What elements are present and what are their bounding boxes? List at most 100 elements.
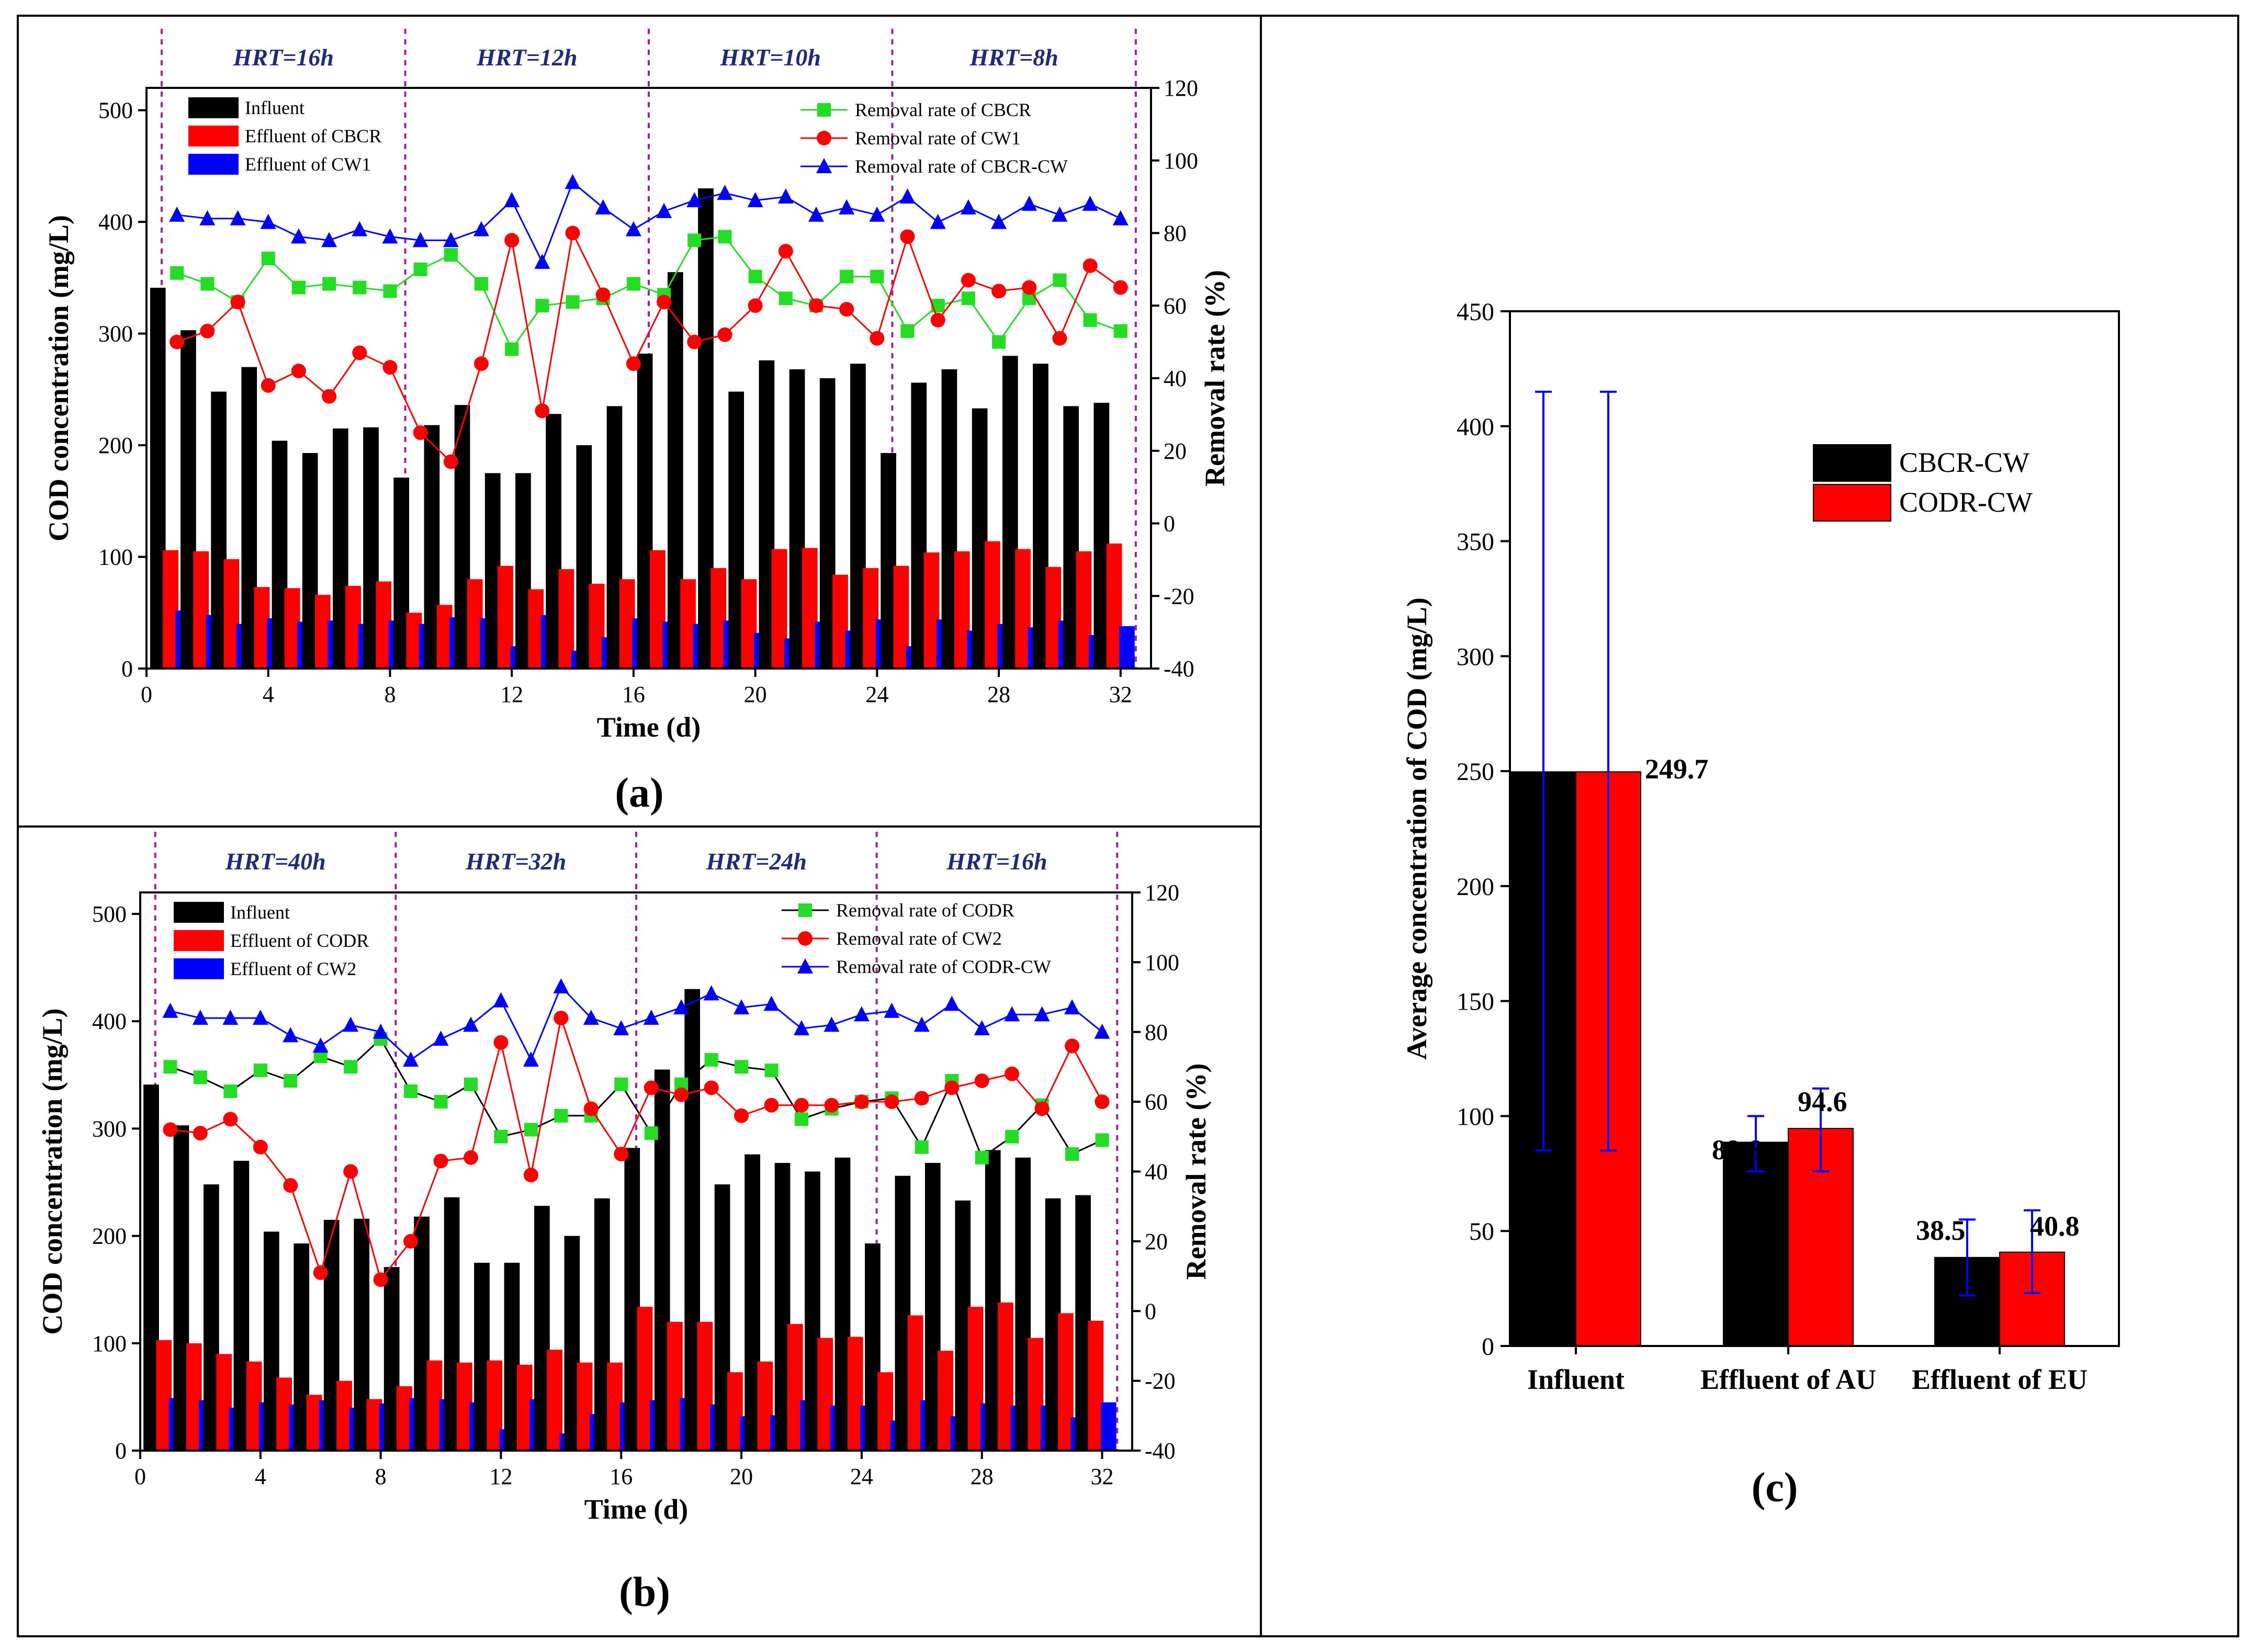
removal-rate-point <box>960 199 976 214</box>
removal-rate-point <box>192 1010 208 1025</box>
removal-rate-point <box>794 1097 809 1113</box>
removal-rate-point <box>1052 206 1068 222</box>
legend-marker <box>797 958 813 974</box>
removal-rate-point <box>1034 1101 1050 1116</box>
y2-tick-label: 60 <box>1164 293 1187 319</box>
y2-axis-title: Removal rate (%) <box>1180 1063 1212 1280</box>
removal-rate-point <box>344 1060 358 1074</box>
removal-rate-point <box>473 221 489 236</box>
removal-rate-point <box>656 202 672 218</box>
x-tick-label: 24 <box>865 682 888 707</box>
removal-rate-point <box>260 213 276 229</box>
y2-tick-label: -40 <box>1145 1438 1176 1464</box>
removal-rate-point <box>794 1020 809 1036</box>
hrt-label: HRT=12h <box>476 44 577 71</box>
removal-rate-point <box>974 1020 990 1036</box>
removal-rate-point <box>913 1016 930 1032</box>
y-tick-label: 500 <box>92 901 127 927</box>
removal-rate-point <box>230 210 246 225</box>
y2-tick-label: -20 <box>1145 1368 1176 1394</box>
panel-label: (c) <box>1752 1465 1798 1511</box>
removal-rate-point <box>322 277 336 291</box>
removal-rate-point <box>899 188 916 204</box>
y-axis-title: COD concentration (mg/L) <box>43 215 74 541</box>
removal-rate-point <box>163 1060 177 1074</box>
removal-rate-point <box>686 192 703 208</box>
y-tick-label: 400 <box>92 1009 127 1034</box>
removal-rate-point <box>523 1051 539 1067</box>
legend-swatch <box>188 97 239 118</box>
y2-tick-label: 120 <box>1164 75 1198 101</box>
hrt-label: HRT=16h <box>233 44 334 71</box>
removal-rate-point <box>352 221 368 236</box>
removal-rate-point <box>625 221 641 236</box>
bar-effluent-cw <box>1100 1402 1116 1451</box>
removal-rate-point <box>583 1010 599 1025</box>
x-tick-label: 12 <box>489 1464 512 1489</box>
legend-swatch <box>188 126 239 146</box>
legend-label: Removal rate of CBCR-CW <box>855 156 1068 177</box>
panel-b: HRT=40h HRT=32h HRT=24h HRT=16h 0 4 8 12 16 20 24 2… <box>37 832 1212 1615</box>
removal-rate-point <box>870 331 885 346</box>
x-tick-label: 4 <box>263 682 274 707</box>
removal-rate-point <box>343 1164 358 1179</box>
removal-rate-point <box>779 291 793 305</box>
removal-rate-point <box>1113 324 1127 338</box>
removal-rate-point <box>169 206 185 222</box>
y-tick-label: 300 <box>98 321 133 347</box>
removal-rate-point <box>163 1122 178 1137</box>
removal-rate-point <box>463 1016 479 1032</box>
removal-rate-point <box>703 985 719 1001</box>
removal-rate-point <box>493 992 509 1008</box>
y-axis-title: Average concentration of COD (mg/L) <box>1401 597 1432 1060</box>
removal-rate-point <box>222 1010 239 1025</box>
removal-rate-point <box>991 213 1007 229</box>
removal-rate-point <box>764 1097 779 1113</box>
removal-rate-line <box>176 230 1121 463</box>
legend-swatch <box>174 930 224 951</box>
y2-tick-label: 120 <box>1145 880 1179 906</box>
removal-rate-point <box>535 299 549 313</box>
removal-rate-point <box>674 1087 689 1102</box>
y-tick-label: 200 <box>98 433 133 458</box>
x-tick-label: 28 <box>987 682 1010 707</box>
data-label: 94.6 <box>1798 1086 1847 1117</box>
removal-rate-point <box>944 1080 960 1095</box>
removal-rate-point <box>734 999 750 1015</box>
removal-rate-point <box>884 1094 899 1110</box>
bar-effluent-cw <box>1119 626 1135 669</box>
removal-rate-point <box>413 425 428 440</box>
removal-rate-point <box>1065 1147 1079 1161</box>
removal-rate-point <box>291 364 306 379</box>
removal-rate-point <box>1005 1066 1020 1081</box>
legend-label: CODR-CW <box>1899 486 2033 518</box>
y-tick-label: 500 <box>98 98 133 123</box>
x-category-label: Influent <box>1527 1364 1625 1395</box>
x-tick-label: 16 <box>610 1464 633 1489</box>
removal-rate-point <box>583 1101 599 1116</box>
y-axis-title: COD concentration (mg/L) <box>37 1009 68 1335</box>
y2-tick-label: 20 <box>1145 1229 1168 1254</box>
removal-rate-point <box>717 327 732 342</box>
removal-rate-point <box>614 1147 629 1162</box>
panel-c: 0 50 100 150 200 250 300 350 400 450 Influent Efflu… <box>1401 298 2120 1511</box>
removal-rate-point <box>261 252 275 266</box>
removal-rate-point <box>200 277 215 291</box>
removal-rate-point <box>1052 331 1067 346</box>
legend-swatch <box>174 902 224 923</box>
removal-rate-point <box>854 1094 869 1110</box>
removal-rate-point <box>974 1073 989 1089</box>
removal-rate-point <box>413 262 427 276</box>
x-tick-label: 8 <box>375 1464 387 1489</box>
removal-rate-point <box>464 1150 478 1165</box>
x-tick-label: 4 <box>255 1464 266 1489</box>
legend-label: Removal rate of CW1 <box>855 128 1021 149</box>
legend-swatch <box>1813 484 1891 522</box>
y-tick-label: 100 <box>92 1331 127 1356</box>
y2-tick-label: 0 <box>1145 1298 1156 1324</box>
y2-tick-label: 100 <box>1145 949 1179 975</box>
y2-tick-label: 80 <box>1164 221 1187 246</box>
legend-swatch <box>188 154 239 175</box>
removal-rate-point <box>687 233 702 247</box>
